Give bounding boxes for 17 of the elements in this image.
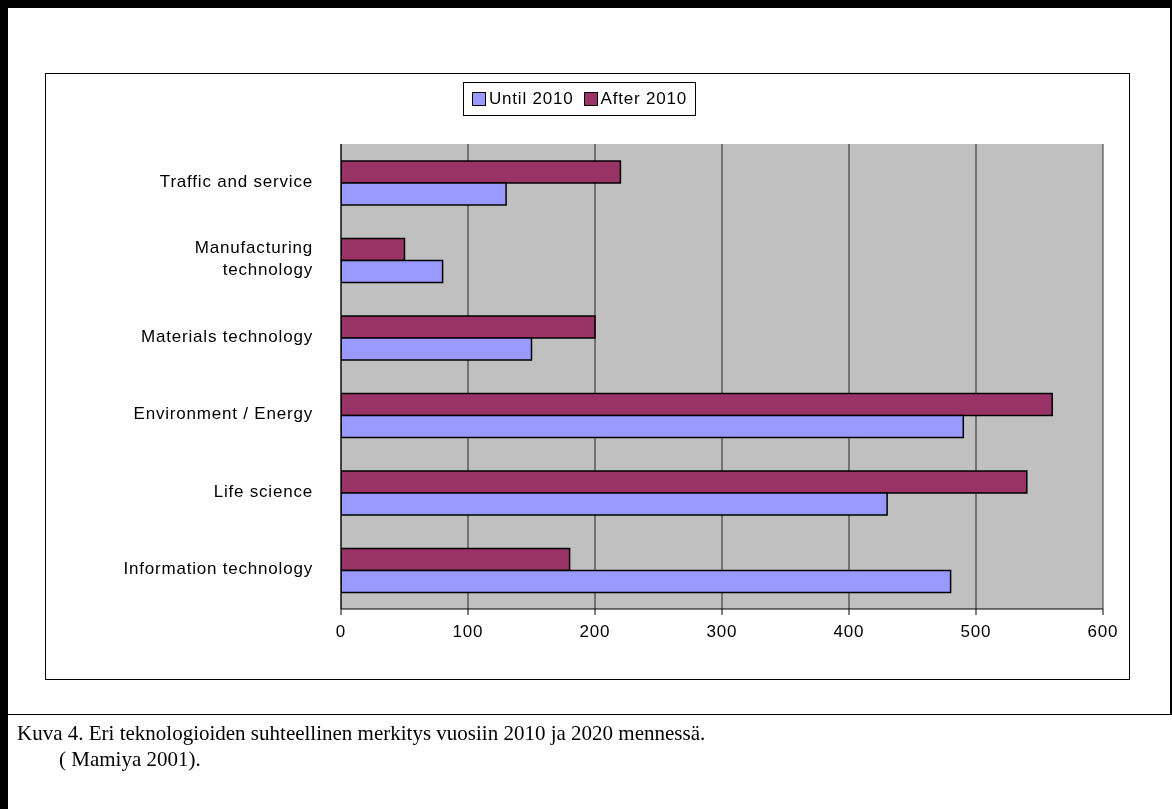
y-tick-label: Life science <box>213 482 313 502</box>
legend-label: Until 2010 <box>488 89 574 109</box>
x-tick-label: 100 <box>452 622 484 642</box>
text: Kuva 4. Eri teknologioiden suhteellinen merkitys vuosiin 2010 ja 2020 mennessä. <box>17 720 706 746</box>
x-tick-label: 600 <box>1087 622 1119 642</box>
y-tick-label: Materials technology <box>141 327 313 347</box>
x-tick-label: 200 <box>579 622 611 642</box>
y-tick-label: Manufacturing technology <box>194 238 313 280</box>
y-tick-label: Information technology <box>123 559 313 579</box>
text: ( Mamiya 2001). <box>58 746 202 772</box>
x-tick-label: 500 <box>960 622 992 642</box>
y-tick-label: Traffic and service <box>159 172 313 192</box>
x-tick-label: 300 <box>706 622 738 642</box>
x-tick-label: 0 <box>335 622 347 642</box>
x-tick-label: 400 <box>833 622 865 642</box>
legend-label: After 2010 <box>599 89 687 109</box>
y-tick-label: Environment / Energy <box>133 404 313 424</box>
